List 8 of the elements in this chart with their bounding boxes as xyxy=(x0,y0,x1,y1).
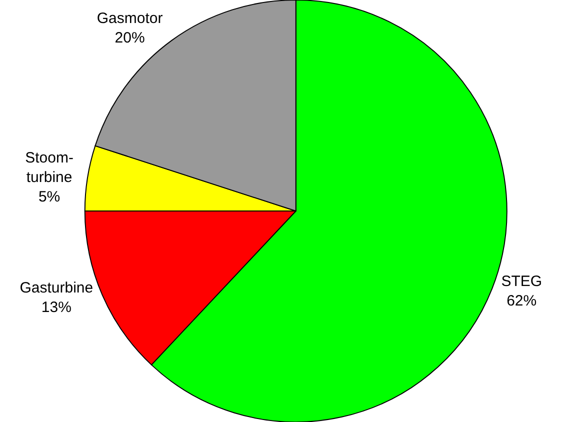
data-label: 13% xyxy=(41,298,72,316)
data-label: 62% xyxy=(506,292,537,310)
slice-label: Gasmotor xyxy=(96,10,163,28)
data-label: 5% xyxy=(38,188,60,206)
data-label: 20% xyxy=(114,30,145,47)
slice-label: STEG xyxy=(501,272,542,290)
slice-label: Gasturbine xyxy=(20,279,94,296)
slice-label: Stoom-turbine xyxy=(25,149,74,186)
